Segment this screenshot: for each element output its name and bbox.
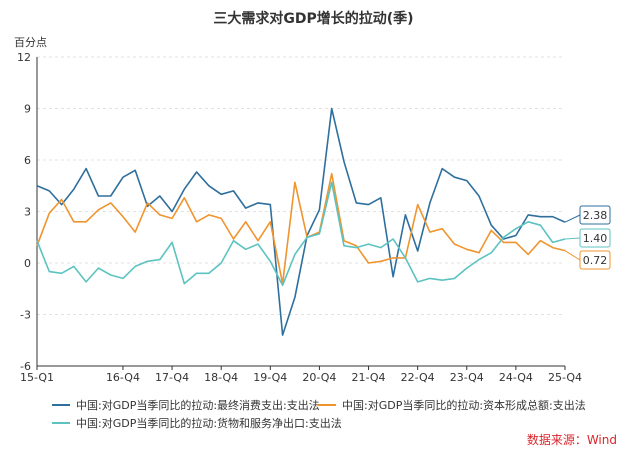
end-label-consumption: 2.38	[583, 209, 608, 222]
legend-item-capital[interactable]: 中国:对GDP当季同比的拉动:资本形成总额:支出法	[318, 397, 586, 413]
end-label-consumption-box	[579, 205, 611, 225]
x-tick-label: 21-Q4	[352, 371, 386, 384]
end-label-capital-connector	[564, 250, 581, 261]
legend-label-capital: 中国:对GDP当季同比的拉动:资本形成总额:支出法	[342, 399, 586, 412]
x-tick-label: 19-Q4	[253, 371, 287, 384]
x-tick-label: 23-Q4	[450, 371, 484, 384]
y-tick-label: -3	[20, 309, 31, 322]
x-tick-label: 17-Q4	[155, 371, 189, 384]
end-label-capital-box	[579, 250, 611, 270]
legend-item-consumption[interactable]: 中国:对GDP当季同比的拉动:最终消费支出:支出法	[52, 397, 320, 413]
legend-swatch-netexport	[52, 422, 70, 424]
legend-swatch-consumption	[52, 404, 70, 406]
end-label-netexport: 1.40	[583, 232, 608, 245]
data-source: 数据来源：Wind	[526, 433, 617, 447]
line-chart: -6 -3 0 3 6 9 12 15-Q1 16-Q4 17-Q4 18-Q4 19-Q4 20-Q4…	[17, 51, 611, 384]
y-tick-label: -6	[20, 360, 31, 373]
end-label-netexport-connector	[564, 237, 581, 240]
series-line-netexport	[36, 181, 566, 287]
series-line-consumption	[36, 107, 566, 336]
x-tick-label: 25-Q4	[548, 371, 582, 384]
end-label-consumption-connector	[564, 214, 581, 223]
end-label-netexport-box	[579, 228, 611, 248]
x-tick-label: 16-Q4	[106, 371, 140, 384]
x-tick-label: 15-Q1	[20, 371, 54, 384]
legend-label-consumption: 中国:对GDP当季同比的拉动:最终消费支出:支出法	[76, 399, 320, 412]
x-tick-label: 22-Q4	[401, 371, 435, 384]
series-line-capital	[36, 172, 566, 285]
chart-title: 三大需求对GDP增长的拉动(季)	[213, 11, 414, 27]
x-tick-label: 18-Q4	[204, 371, 238, 384]
legend-label-netexport: 中国:对GDP当季同比的拉动:货物和服务净出口:支出法	[76, 417, 342, 430]
end-label-capital: 0.72	[583, 254, 608, 267]
x-tick-label: 20-Q4	[302, 371, 336, 384]
legend-item-netexport[interactable]: 中国:对GDP当季同比的拉动:货物和服务净出口:支出法	[52, 415, 342, 431]
y-axis-label: 百分点	[14, 36, 47, 49]
y-tick-label: 9	[24, 103, 31, 116]
y-tick-label: 12	[17, 51, 31, 64]
y-tick-label: 6	[24, 154, 31, 167]
y-tick-label: 0	[24, 257, 31, 270]
x-tick-label: 24-Q4	[499, 371, 533, 384]
y-tick-label: 3	[24, 206, 31, 219]
legend-swatch-capital	[318, 404, 336, 406]
